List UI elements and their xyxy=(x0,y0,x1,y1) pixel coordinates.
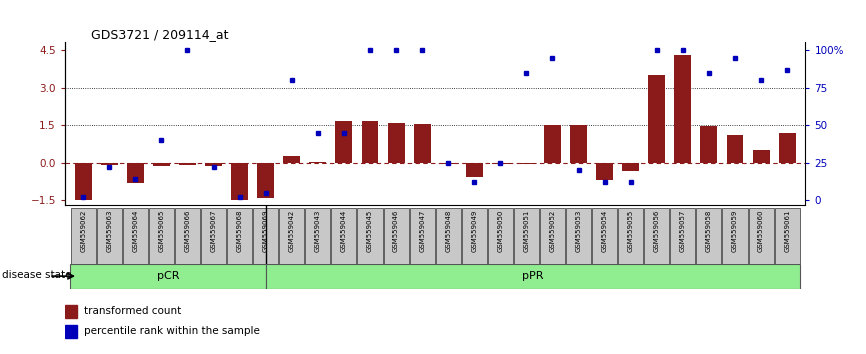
Text: GSM559061: GSM559061 xyxy=(784,209,790,252)
Text: GSM559069: GSM559069 xyxy=(262,209,268,252)
Bar xyxy=(384,208,409,264)
Bar xyxy=(670,208,695,264)
Bar xyxy=(675,55,691,163)
Bar xyxy=(570,125,587,163)
Text: GSM559050: GSM559050 xyxy=(497,209,503,252)
Bar xyxy=(227,208,252,264)
Bar xyxy=(540,208,565,264)
Bar xyxy=(70,264,266,289)
Bar xyxy=(179,163,196,165)
Bar xyxy=(175,208,200,264)
Text: GSM559062: GSM559062 xyxy=(81,209,87,252)
Text: GSM559064: GSM559064 xyxy=(132,209,139,252)
Bar xyxy=(74,163,92,200)
Text: pCR: pCR xyxy=(157,271,179,281)
Bar xyxy=(514,208,539,264)
Bar xyxy=(309,162,326,163)
Bar xyxy=(231,163,248,200)
Bar xyxy=(753,150,770,163)
Text: GSM559045: GSM559045 xyxy=(367,209,373,252)
Bar xyxy=(592,208,617,264)
Text: GSM559063: GSM559063 xyxy=(107,209,113,252)
Bar xyxy=(544,125,561,163)
Bar xyxy=(306,208,330,264)
Text: GSM559044: GSM559044 xyxy=(341,209,347,252)
Text: pPR: pPR xyxy=(522,271,544,281)
Bar xyxy=(65,325,77,338)
Text: GSM559058: GSM559058 xyxy=(706,209,712,252)
Bar xyxy=(722,208,747,264)
Text: GSM559043: GSM559043 xyxy=(315,209,320,252)
Text: GSM559049: GSM559049 xyxy=(471,209,477,252)
Bar xyxy=(71,208,96,264)
Text: GSM559053: GSM559053 xyxy=(576,209,582,252)
Bar xyxy=(97,208,122,264)
Text: GSM559054: GSM559054 xyxy=(602,209,608,252)
Text: GSM559066: GSM559066 xyxy=(184,209,191,252)
Bar xyxy=(283,156,301,163)
Bar xyxy=(748,208,773,264)
Bar xyxy=(462,208,487,264)
Text: GSM559060: GSM559060 xyxy=(758,209,764,252)
Bar xyxy=(440,163,456,164)
Bar xyxy=(279,208,304,264)
Bar xyxy=(358,208,383,264)
Bar xyxy=(488,208,513,264)
Bar xyxy=(257,163,275,198)
Bar xyxy=(335,121,352,163)
Bar xyxy=(779,133,796,163)
Bar xyxy=(492,163,509,164)
Bar xyxy=(65,305,77,319)
Bar xyxy=(649,75,665,163)
Bar xyxy=(332,208,357,264)
Bar xyxy=(123,208,148,264)
Bar xyxy=(618,208,643,264)
Text: GDS3721 / 209114_at: GDS3721 / 209114_at xyxy=(91,28,229,41)
Bar xyxy=(566,208,591,264)
Text: transformed count: transformed count xyxy=(85,307,182,316)
Bar xyxy=(623,163,639,171)
Bar xyxy=(149,208,174,264)
Bar xyxy=(201,208,226,264)
Bar xyxy=(205,163,222,166)
Text: GSM559065: GSM559065 xyxy=(158,209,165,252)
Bar xyxy=(410,208,435,264)
Text: GSM559047: GSM559047 xyxy=(419,209,425,252)
Bar xyxy=(388,122,404,163)
Bar xyxy=(727,135,743,163)
Bar xyxy=(100,163,118,165)
Bar xyxy=(127,163,144,183)
Text: GSM559052: GSM559052 xyxy=(550,209,555,252)
Text: GSM559059: GSM559059 xyxy=(732,209,738,252)
Bar xyxy=(253,208,278,264)
Bar xyxy=(266,264,800,289)
Bar xyxy=(644,208,669,264)
Bar xyxy=(153,163,170,166)
Bar xyxy=(774,208,799,264)
Bar xyxy=(436,208,461,264)
Text: GSM559055: GSM559055 xyxy=(628,209,634,252)
Text: GSM559057: GSM559057 xyxy=(680,209,686,252)
Text: GSM559051: GSM559051 xyxy=(523,209,529,252)
Text: GSM559067: GSM559067 xyxy=(210,209,216,252)
Bar xyxy=(466,163,482,177)
Bar xyxy=(414,124,430,163)
Text: percentile rank within the sample: percentile rank within the sample xyxy=(85,326,261,336)
Bar xyxy=(596,163,613,180)
Bar xyxy=(361,121,378,163)
Text: GSM559042: GSM559042 xyxy=(288,209,294,252)
Text: GSM559068: GSM559068 xyxy=(236,209,242,252)
Text: GSM559046: GSM559046 xyxy=(393,209,399,252)
Text: GSM559048: GSM559048 xyxy=(445,209,451,252)
Bar xyxy=(696,208,721,264)
Text: GSM559056: GSM559056 xyxy=(654,209,660,252)
Bar xyxy=(518,163,535,164)
Bar xyxy=(701,126,717,163)
Text: disease state: disease state xyxy=(2,270,71,280)
